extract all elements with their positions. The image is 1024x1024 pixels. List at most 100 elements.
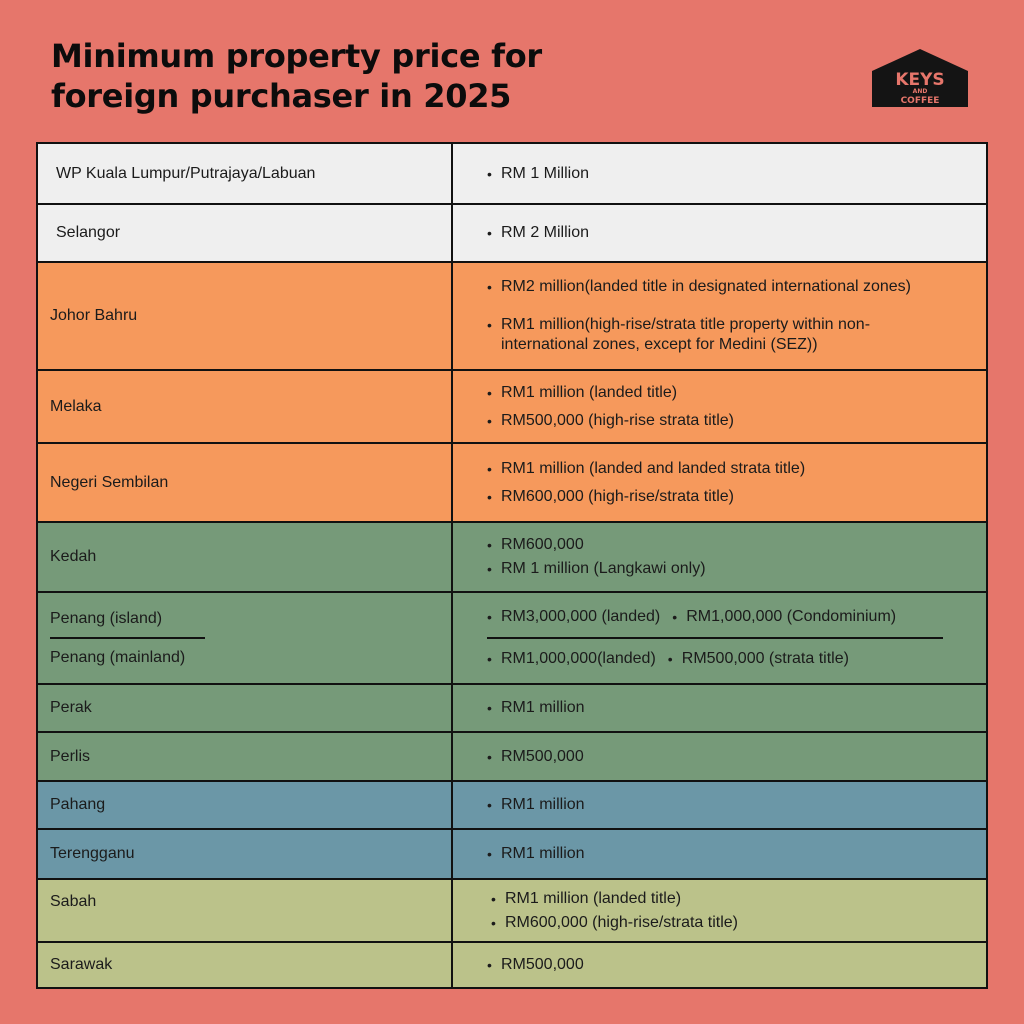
bullet-icon: • <box>667 651 673 667</box>
bullet-icon: • <box>487 748 492 765</box>
price-item: • RM 1 Million <box>487 164 986 184</box>
logo-text-keys: KEYS <box>895 70 944 90</box>
state-cell: Johor Bahru <box>38 263 453 369</box>
table-row: Negeri Sembilan • RM1 million (landed and… <box>38 442 986 521</box>
price-text: RM500,000 <box>501 747 584 765</box>
state-cell: WP Kuala Lumpur/Putrajaya/Labuan <box>38 144 453 203</box>
table-row: Pahang • RM1 million <box>38 780 986 828</box>
price-item: • RM3,000,000 (landed) <box>487 607 660 627</box>
price-cell: • RM 1 Million <box>453 144 986 203</box>
table-row-penang: Penang (island) Penang (mainland) • RM3,0… <box>38 591 986 683</box>
bullet-icon: • <box>491 890 496 907</box>
state-cell: Melaka <box>38 371 453 442</box>
table-row: Sabah • RM1 million (landed title) • RM600… <box>38 878 986 941</box>
bullet-icon: • <box>487 165 492 182</box>
table-row: WP Kuala Lumpur/Putrajaya/Labuan • RM 1 M… <box>38 144 986 203</box>
house-logo-icon: KEYS AND COFFEE <box>872 49 968 107</box>
price-item: • RM 2 Million <box>487 223 986 243</box>
state-cell: Negeri Sembilan <box>38 444 453 521</box>
bullet-icon: • <box>487 225 492 241</box>
price-cell: • RM2 million(landed title in designated … <box>453 263 986 369</box>
price-cell: • RM600,000 • RM 1 million (Langkawi only) <box>453 523 986 591</box>
price-cell: • RM1 million <box>453 830 986 878</box>
table-row: Melaka • RM1 million (landed title) • RM50… <box>38 369 986 442</box>
price-item: • RM500,000 (strata title) <box>668 649 849 669</box>
price-item: • RM1 million <box>487 698 986 718</box>
state-name: Terengganu <box>50 845 135 862</box>
price-table: WP Kuala Lumpur/Putrajaya/Labuan • RM 1 M… <box>36 142 988 989</box>
price-item: • RM1,000,000 (Condominium) <box>672 607 896 627</box>
bullet-icon: • <box>487 384 492 401</box>
bullet-icon: • <box>487 488 492 505</box>
price-text: RM2 million(landed title in designated i… <box>501 278 912 295</box>
divider <box>487 637 943 639</box>
price-item: • RM2 million(landed title in designated … <box>487 277 986 297</box>
state-cell: Perlis <box>38 733 453 780</box>
price-item: • RM1 million (landed title) <box>491 889 986 909</box>
price-item: • RM600,000 (high-rise/strata title) <box>487 487 986 507</box>
price-item: • RM1 million <box>487 795 986 815</box>
price-text: RM1 million (landed title) <box>501 383 678 401</box>
bullet-icon: • <box>487 537 492 553</box>
keys-and-coffee-logo: KEYS AND COFFEE <box>866 47 974 109</box>
bullet-icon: • <box>487 317 492 333</box>
price-cell: • RM 2 Million <box>453 205 986 261</box>
state-name: Kedah <box>50 548 97 565</box>
price-cell: • RM1 million (landed title) • RM600,000 (… <box>453 880 986 941</box>
price-item: • RM500,000 <box>487 955 986 975</box>
divider <box>50 636 205 639</box>
price-cell: • RM3,000,000 (landed) • RM1,000,000 (Cond… <box>453 593 986 683</box>
price-text: RM1 million <box>501 796 585 813</box>
price-pair-mainland: • RM1,000,000(landed) • RM500,000 (strata … <box>487 649 986 669</box>
price-cell: • RM500,000 <box>453 943 986 987</box>
title-line-1: Minimum property price for <box>51 37 542 75</box>
table-row: Johor Bahru • RM2 million(landed title in… <box>38 261 986 369</box>
price-cell: • RM500,000 <box>453 733 986 780</box>
price-item: • RM1 million <box>487 844 986 864</box>
bullet-icon: • <box>487 561 492 577</box>
state-name: Perak <box>50 699 92 716</box>
price-item: • RM1 million (landed title) <box>487 383 986 403</box>
price-item: • RM1 million(high-rise/strata title prop… <box>487 315 986 355</box>
price-text: RM600,000 <box>501 536 584 553</box>
state-cell: Pahang <box>38 782 453 828</box>
state-name-island: Penang (island) <box>50 609 163 627</box>
bullet-icon: • <box>487 609 492 625</box>
state-name: Pahang <box>50 796 106 813</box>
bullet-icon: • <box>487 700 492 716</box>
price-text: RM500,000 (high-rise strata title) <box>501 411 734 429</box>
bullet-icon: • <box>487 846 492 862</box>
price-item: • RM500,000 <box>487 747 986 767</box>
state-cell: Sarawak <box>38 943 453 987</box>
price-cell: • RM1 million (landed and landed strata t… <box>453 444 986 521</box>
price-cell: • RM1 million (landed title) • RM500,000 (… <box>453 371 986 442</box>
bullet-icon: • <box>487 797 492 813</box>
price-text: RM 2 Million <box>501 224 590 241</box>
table-row: Kedah • RM600,000 • RM 1 million (Langkawi… <box>38 521 986 591</box>
price-text: RM600,000 (high-rise/strata title) <box>501 487 734 505</box>
price-text: RM 1 Million <box>501 164 590 182</box>
bullet-icon: • <box>487 957 492 973</box>
bullet-icon: • <box>487 412 492 429</box>
price-item: • RM600,000 <box>487 535 986 555</box>
state-cell: Perak <box>38 685 453 731</box>
price-text: RM 1 million (Langkawi only) <box>501 560 706 577</box>
price-text: RM600,000 (high-rise/strata title) <box>505 913 738 931</box>
bullet-icon: • <box>672 609 678 625</box>
title-line-2: foreign purchaser in 2025 <box>51 77 512 115</box>
table-row: Selangor • RM 2 Million <box>38 203 986 261</box>
state-name: Sarawak <box>50 956 113 973</box>
state-name: Perlis <box>50 747 91 765</box>
logo-text-and: AND <box>913 88 928 95</box>
state-name: Negeri Sembilan <box>50 473 169 491</box>
price-item: • RM1 million (landed and landed strata t… <box>487 459 986 479</box>
state-cell: Penang (island) Penang (mainland) <box>38 593 453 683</box>
price-text: RM1 million (landed title) <box>505 889 682 907</box>
state-cell: Sabah <box>38 880 453 941</box>
price-text: RM500,000 (strata title) <box>681 650 849 667</box>
state-name-mainland: Penang (mainland) <box>50 648 186 666</box>
price-text: RM1,000,000 (Condominium) <box>686 608 897 625</box>
price-text: RM1 million <box>501 699 585 716</box>
state-name: Sabah <box>50 893 97 910</box>
price-item: • RM1,000,000(landed) <box>487 649 656 669</box>
